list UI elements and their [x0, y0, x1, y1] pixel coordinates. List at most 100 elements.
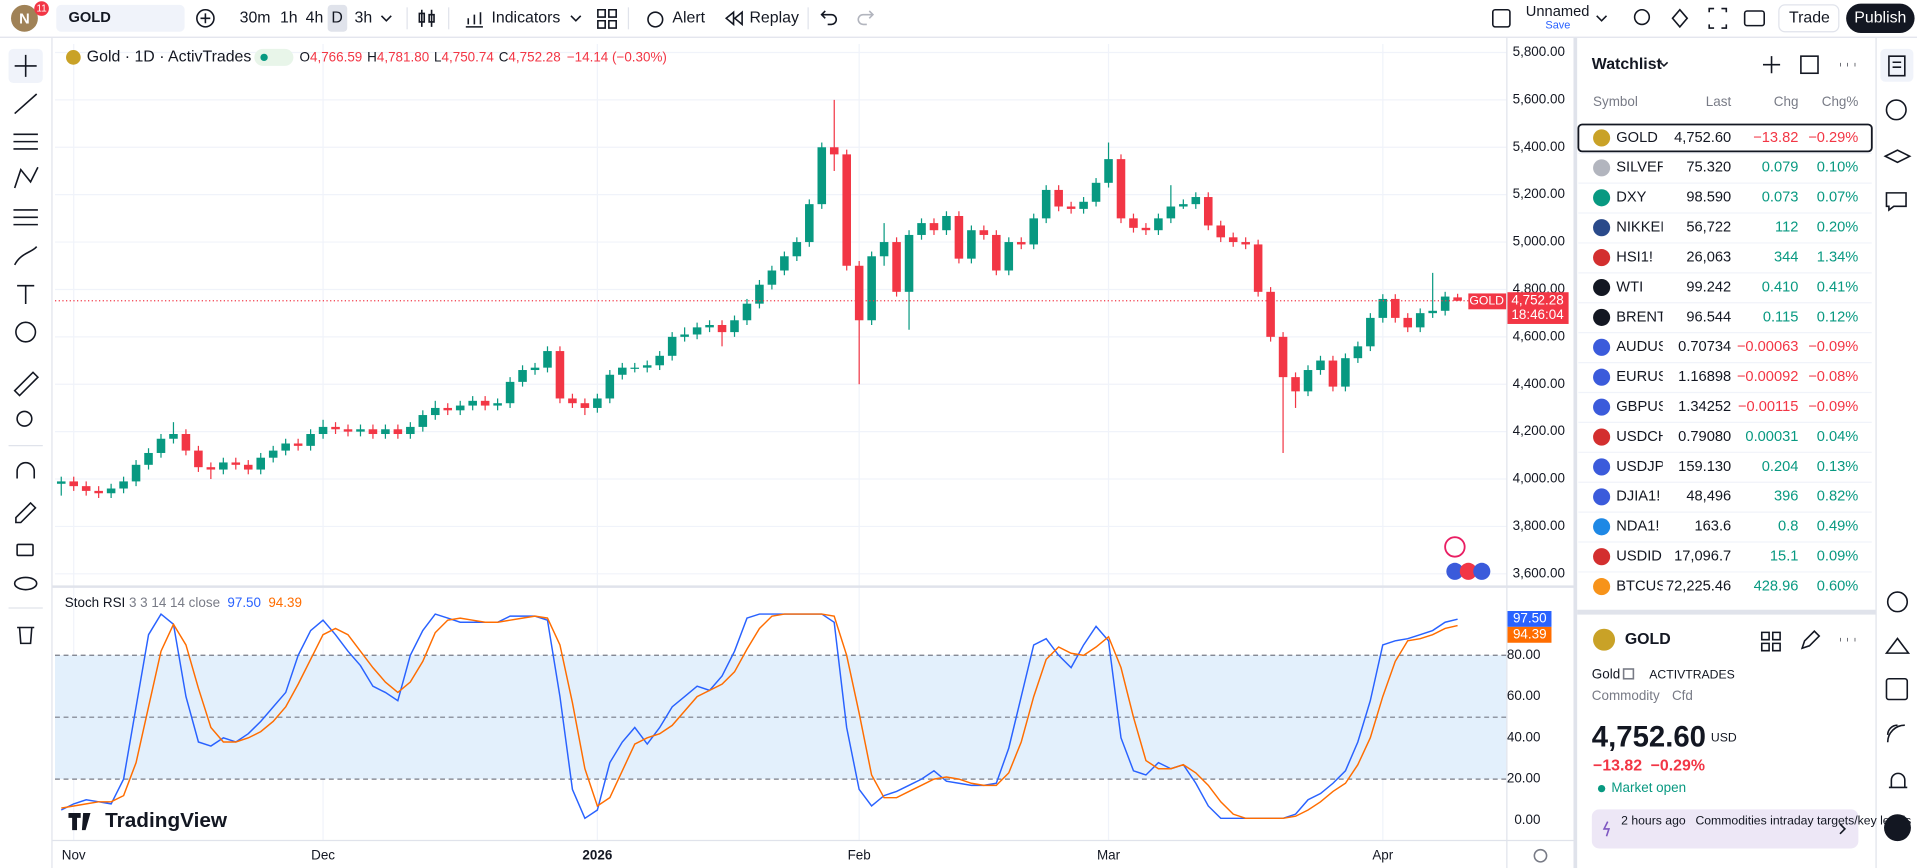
templates-icon[interactable] [597, 8, 617, 29]
symbol-icon [1593, 628, 1616, 651]
add-symbol-icon[interactable] [1762, 56, 1781, 74]
chevron[interactable] [380, 15, 392, 22]
chevron[interactable] [1839, 823, 1847, 835]
apps-icon[interactable] [1884, 814, 1911, 842]
ideas-icon[interactable] [1884, 637, 1911, 654]
news-card[interactable] [1591, 809, 1859, 849]
watchlist-panel-icon[interactable] [1888, 55, 1906, 77]
interval-button[interactable]: 3h [355, 10, 373, 27]
interval-button[interactable]: 4h [306, 10, 324, 27]
column-header[interactable]: Chg [1774, 94, 1799, 109]
event-icon[interactable] [1459, 562, 1477, 580]
replay-icon[interactable] [724, 10, 743, 27]
symbol[interactable]: HSI1! [1616, 249, 1653, 265]
indicators-icon[interactable] [465, 12, 483, 28]
trade-button[interactable]: Trade [1789, 10, 1830, 27]
indicators-button[interactable]: Indicators [491, 10, 560, 27]
candle-body [318, 426, 328, 435]
candle-body [954, 215, 964, 259]
redo-icon[interactable] [857, 10, 875, 26]
interval-button[interactable]: 1h [280, 10, 298, 27]
cross-tool[interactable] [14, 54, 37, 77]
emoji-tool[interactable] [15, 321, 37, 343]
symbol[interactable]: GOLD [1616, 130, 1658, 146]
symbol[interactable]: GBPUSD [1616, 399, 1678, 415]
text-tool[interactable] [17, 284, 35, 304]
replay-button[interactable]: Replay [749, 10, 799, 27]
target-icon[interactable] [1886, 591, 1909, 613]
remove-tool[interactable] [17, 626, 35, 645]
layout-name[interactable]: Unnamed [1526, 4, 1590, 20]
snapshot-icon[interactable] [1743, 10, 1766, 27]
symbol[interactable]: SILVER [1616, 160, 1667, 176]
layout-icon[interactable] [1491, 8, 1511, 28]
add-symbol-icon[interactable] [196, 8, 215, 28]
search-icon[interactable] [1633, 8, 1651, 26]
lock-tool[interactable] [16, 543, 34, 557]
close-value: 4,752.28 [508, 49, 560, 64]
symbol[interactable]: BRENT [1616, 309, 1666, 325]
chevron[interactable] [1659, 61, 1669, 68]
publish-button-bg[interactable] [1846, 3, 1915, 33]
symbol[interactable]: NDA1! [1616, 519, 1659, 535]
alert-button[interactable]: Alert [672, 10, 705, 27]
advanced-view-icon[interactable] [1800, 55, 1819, 75]
watchlist-title[interactable]: Watchlist [1592, 56, 1663, 73]
stay-drawing-tool[interactable] [15, 501, 37, 524]
layout-icon[interactable] [1760, 631, 1781, 652]
symbol[interactable]: DJIA1! [1616, 489, 1660, 505]
ruler-tool[interactable] [13, 371, 40, 397]
fib-tool[interactable] [13, 133, 38, 150]
visibility-tool[interactable] [13, 576, 38, 591]
alert-icon[interactable] [647, 11, 664, 28]
forecast-tool[interactable] [13, 209, 38, 226]
zoom-tool[interactable] [16, 410, 33, 427]
symbol[interactable]: DXY [1616, 190, 1646, 206]
chevron[interactable] [1596, 15, 1608, 22]
alerts-panel-icon[interactable] [1885, 99, 1907, 121]
symbol[interactable]: USDCHF [1616, 429, 1677, 445]
column-header[interactable]: Symbol [1593, 94, 1638, 109]
candle-body [480, 400, 490, 406]
interval-button[interactable]: D [331, 10, 342, 27]
notifications-icon[interactable] [1888, 772, 1908, 789]
symbol[interactable]: EURUSD [1616, 369, 1678, 385]
settings-icon[interactable] [1671, 8, 1689, 29]
streams-icon[interactable] [1886, 724, 1905, 743]
event-icon[interactable] [1473, 562, 1491, 580]
trendline-tool[interactable] [14, 93, 38, 115]
indicator-value-label: 94.39 [1513, 626, 1547, 641]
interval-button[interactable]: 30m [240, 10, 271, 27]
symbol-search[interactable] [56, 4, 185, 32]
save-label[interactable]: Save [1545, 20, 1570, 32]
undo-icon[interactable] [820, 10, 837, 26]
fullscreen-icon[interactable] [1708, 7, 1728, 29]
event-icon[interactable] [1444, 536, 1466, 558]
avatar[interactable] [11, 4, 38, 32]
event-icon[interactable] [1446, 562, 1464, 580]
edit-icon[interactable] [1800, 630, 1821, 650]
external-link-icon[interactable] [1622, 668, 1635, 680]
chevron[interactable] [570, 15, 582, 22]
symbol[interactable]: WTI [1616, 279, 1643, 295]
candle-body [1341, 358, 1350, 387]
chat-panel-icon[interactable] [1885, 192, 1907, 212]
layers-panel-icon[interactable] [1883, 149, 1912, 164]
candle-body [717, 325, 727, 333]
symbol[interactable]: AUDUSD [1616, 339, 1678, 355]
publish-button[interactable]: Publish [1854, 10, 1906, 27]
symbol[interactable]: NIKKEI [1616, 220, 1664, 236]
calendar-icon[interactable] [1885, 677, 1909, 701]
column-header[interactable]: Chg% [1822, 94, 1859, 109]
column-header[interactable]: Last [1706, 94, 1732, 109]
symbol[interactable]: USDJPY [1616, 459, 1674, 475]
settings-icon[interactable] [1533, 848, 1548, 863]
chart-type-icon[interactable] [418, 9, 435, 27]
trade-button-bg[interactable] [1778, 4, 1840, 33]
symbol[interactable]: USDIDR [1616, 549, 1672, 565]
magnet-tool[interactable] [16, 461, 36, 479]
candle-body [256, 457, 266, 470]
brush-tool[interactable] [13, 246, 38, 266]
symbol[interactable]: BTCUSD [1616, 578, 1676, 594]
pattern-tool[interactable] [13, 166, 39, 189]
